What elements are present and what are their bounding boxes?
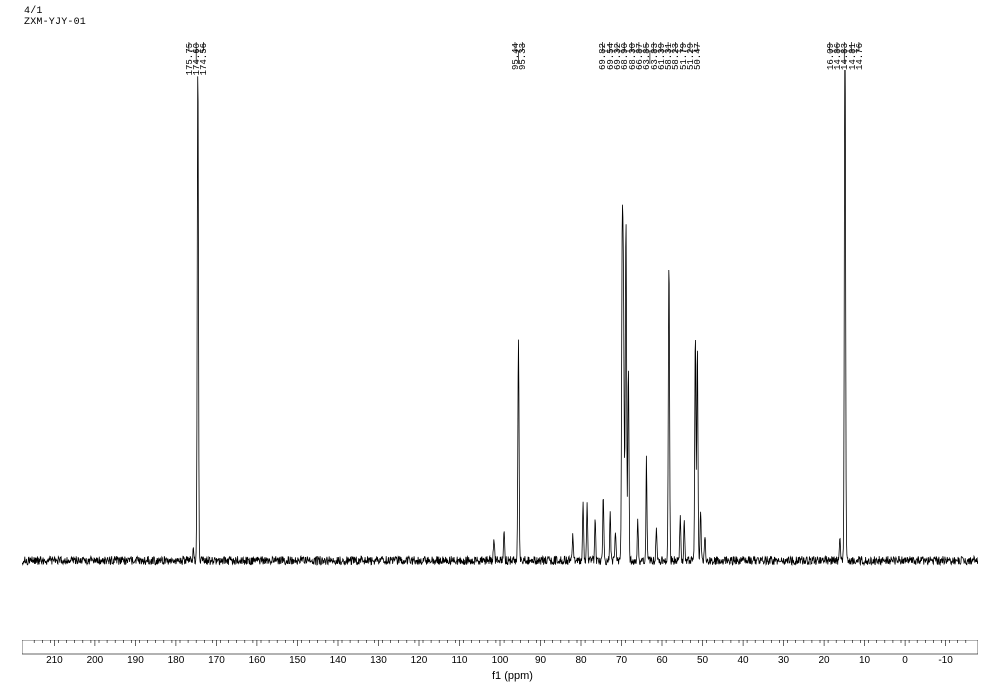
x-tick-label: 30: [778, 655, 789, 666]
x-tick-label: 0: [902, 655, 908, 666]
x-tick-label: 200: [87, 655, 104, 666]
x-tick-label: 100: [492, 655, 509, 666]
x-tick-label: 190: [127, 655, 144, 666]
meta-line1: 4/1: [24, 6, 43, 17]
x-tick-label: 70: [616, 655, 627, 666]
x-tick-label: 130: [370, 655, 387, 666]
spectrum-trace: [22, 70, 978, 565]
x-tick-label: 120: [411, 655, 428, 666]
x-axis: f1 (ppm) 2102001901801701601501401301201…: [22, 640, 978, 690]
x-tick-label: -10: [938, 655, 952, 666]
x-axis-title: f1 (ppm): [492, 670, 533, 682]
x-tick-label: 180: [168, 655, 185, 666]
spectrum-plot: [22, 70, 978, 615]
x-tick-label: 210: [46, 655, 63, 666]
x-tick-label: 50: [697, 655, 708, 666]
meta-line2: ZXM-YJY-01: [24, 17, 86, 28]
x-tick-label: 10: [859, 655, 870, 666]
x-tick-label: 20: [819, 655, 830, 666]
peak-label-trees: [0, 42, 1000, 64]
x-tick-label: 60: [656, 655, 667, 666]
x-tick-label: 140: [330, 655, 347, 666]
x-tick-label: 150: [289, 655, 306, 666]
x-tick-label: 170: [208, 655, 225, 666]
x-tick-label: 80: [575, 655, 586, 666]
x-tick-label: 160: [249, 655, 266, 666]
x-tick-label: 110: [452, 655, 468, 666]
nmr-spectrum-figure: 4/1 ZXM-YJY-01 175.75174.60174.5695.4495…: [0, 0, 1000, 699]
x-tick-label: 90: [535, 655, 546, 666]
x-tick-label: 40: [737, 655, 748, 666]
